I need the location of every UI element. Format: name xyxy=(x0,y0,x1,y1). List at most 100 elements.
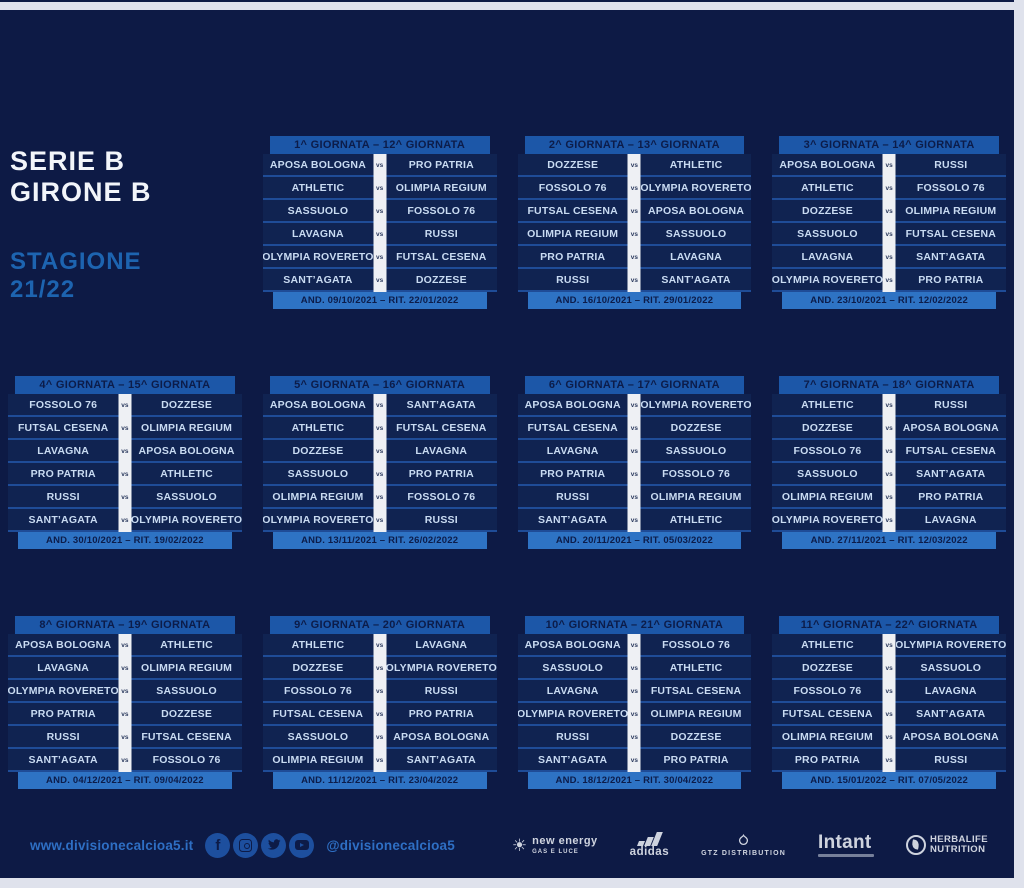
vs-label: vs xyxy=(885,254,893,261)
facebook-icon[interactable]: f xyxy=(205,832,231,858)
new-energy-sublabel: GAS E LUCE xyxy=(532,848,579,855)
fixture-rows: APOSA BOLOGNA OLYMPIA ROVERETO FUTSAL CESE… xyxy=(517,394,752,532)
fixture-table-title: 7^ GIORNATA – 18^ GIORNATA xyxy=(779,376,999,394)
home-team: FUTSAL CESENA xyxy=(527,204,618,217)
away-team: FOSSOLO 76 xyxy=(152,753,221,766)
home-team: DOZZESE xyxy=(547,158,599,171)
home-team: APOSA BOLOGNA xyxy=(524,638,621,651)
vs-label: vs xyxy=(630,448,638,455)
vs-label: vs xyxy=(376,254,384,261)
home-team: SASSUOLO xyxy=(287,467,349,480)
vs-strip: vs vs vs vs vs vs xyxy=(882,154,896,292)
youtube-icon[interactable] xyxy=(289,832,315,858)
vs-label: vs xyxy=(121,448,129,455)
sponsors-row: ☀ new energy GAS E LUCE adidas GTZ DISTR… xyxy=(512,831,988,859)
youtube-glyph xyxy=(294,840,309,850)
away-team: OLYMPIA ROVERETO xyxy=(386,661,497,674)
away-team: OLYMPIA ROVERETO xyxy=(895,638,1006,651)
fixture-table-dates: AND. 15/01/2022 – RIT. 07/05/2022 xyxy=(782,772,996,789)
vs-label: vs xyxy=(376,471,384,478)
home-team: RUSSI xyxy=(556,490,590,503)
fixture-table-8: 8^ GIORNATA – 19^ GIORNATA APOSA BOLOGNA A… xyxy=(8,616,242,789)
vs-strip: vs vs vs vs vs vs xyxy=(118,634,132,772)
home-team: OLYMPIA ROVERETO xyxy=(262,250,374,263)
home-team: LAVAGNA xyxy=(546,684,599,697)
vs-label: vs xyxy=(630,162,638,169)
fixture-rows: ATHLETIC LAVAGNA DOZZESE OLYMPIA ROVERETO FO… xyxy=(262,634,497,772)
away-team: OLYMPIA ROVERETO xyxy=(640,398,752,411)
gtz-label: GTZ DISTRIBUTION xyxy=(701,849,787,857)
website-link[interactable]: www.divisionecalcioa5.it xyxy=(30,837,194,853)
vs-strip: vs vs vs vs vs vs xyxy=(627,394,641,532)
home-team: SASSUOLO xyxy=(542,661,603,674)
home-team: SANT’AGATA xyxy=(283,273,353,286)
fixture-table-1: 1^ GIORNATA – 12^ GIORNATA APOSA BOLOGNA P… xyxy=(262,136,497,309)
away-team: FUTSAL CESENA xyxy=(905,444,997,457)
vs-label: vs xyxy=(376,517,384,524)
vs-label: vs xyxy=(630,642,638,649)
twitter-icon[interactable] xyxy=(261,832,287,858)
away-team: APOSA BOLOGNA xyxy=(138,444,235,457)
home-team: RUSSI xyxy=(46,490,80,503)
social-handle[interactable]: @divisionecalcioa5 xyxy=(326,837,455,853)
home-team: PRO PATRIA xyxy=(30,467,96,480)
fixture-table-dates: AND. 11/12/2021 – RIT. 23/04/2022 xyxy=(272,772,487,789)
away-team: RUSSI xyxy=(424,513,458,526)
vs-label: vs xyxy=(376,494,384,501)
instagram-icon[interactable] xyxy=(233,832,259,858)
fixture-rows: APOSA BOLOGNA FOSSOLO 76 SASSUOLO ATHLETIC L… xyxy=(517,634,752,772)
fixture-table-2: 2^ GIORNATA – 13^ GIORNATA DOZZESE ATHLETI… xyxy=(517,136,752,309)
fixture-rows: ATHLETIC OLYMPIA ROVERETO DOZZESE SASSUOLO F… xyxy=(772,634,1006,772)
vs-label: vs xyxy=(885,757,893,764)
home-team: LAVAGNA xyxy=(546,444,599,457)
away-team: SASSUOLO xyxy=(156,684,217,697)
home-team: OLIMPIA REGIUM xyxy=(272,490,364,503)
home-team: OLYMPIA ROVERETO xyxy=(772,513,883,526)
adidas-label: adidas xyxy=(629,845,670,858)
home-team: PRO PATRIA xyxy=(540,467,606,480)
away-team: SASSUOLO xyxy=(665,444,727,457)
season-label-line1: STAGIONE xyxy=(10,248,142,275)
league-title-line1: SERIE B xyxy=(10,146,126,176)
vs-label: vs xyxy=(121,425,129,432)
home-team: OLIMPIA REGIUM xyxy=(781,730,873,743)
sponsor-intant: Intant xyxy=(818,833,875,857)
vs-label: vs xyxy=(885,517,893,524)
home-team: SASSUOLO xyxy=(287,204,349,217)
sponsor-gtz: GTZ DISTRIBUTION xyxy=(701,833,787,857)
fixture-table-dates: AND. 16/10/2021 – RIT. 29/01/2022 xyxy=(527,292,742,309)
away-team: FUTSAL CESENA xyxy=(396,250,487,263)
away-team: OLIMPIA REGIUM xyxy=(905,204,997,217)
vs-label: vs xyxy=(885,665,893,672)
away-team: APOSA BOLOGNA xyxy=(902,421,999,434)
away-team: SANT’AGATA xyxy=(916,467,986,480)
home-team: FUTSAL CESENA xyxy=(272,707,364,720)
vs-label: vs xyxy=(885,185,893,192)
home-team: APOSA BOLOGNA xyxy=(15,638,112,651)
fixture-table-title: 9^ GIORNATA – 20^ GIORNATA xyxy=(269,616,490,634)
vs-label: vs xyxy=(885,471,893,478)
fixtures-grid: SERIE B GIRONE B STAGIONE 21/22 1^ GIORN… xyxy=(8,136,1006,789)
home-team: ATHLETIC xyxy=(291,181,345,194)
vs-label: vs xyxy=(121,665,129,672)
away-team: PRO PATRIA xyxy=(408,467,474,480)
vs-label: vs xyxy=(376,185,384,192)
herbalife-label: HERBALIFE xyxy=(930,833,988,845)
vs-label: vs xyxy=(630,231,638,238)
vs-label: vs xyxy=(630,665,638,672)
vs-label: vs xyxy=(885,494,893,501)
vs-label: vs xyxy=(630,185,638,192)
home-team: PRO PATRIA xyxy=(794,753,861,766)
home-team: ATHLETIC xyxy=(801,398,854,411)
away-team: ATHLETIC xyxy=(669,661,723,674)
home-team: FOSSOLO 76 xyxy=(29,398,98,411)
vs-strip: vs vs vs vs vs vs xyxy=(373,634,387,772)
vs-label: vs xyxy=(885,448,893,455)
away-team: FOSSOLO 76 xyxy=(407,490,476,503)
new-energy-label: new energy xyxy=(532,834,598,847)
home-team: PRO PATRIA xyxy=(540,250,606,263)
away-team: OLYMPIA ROVERETO xyxy=(640,181,752,194)
home-team: DOZZESE xyxy=(801,661,853,674)
home-team: FOSSOLO 76 xyxy=(793,684,862,697)
vs-label: vs xyxy=(376,665,384,672)
